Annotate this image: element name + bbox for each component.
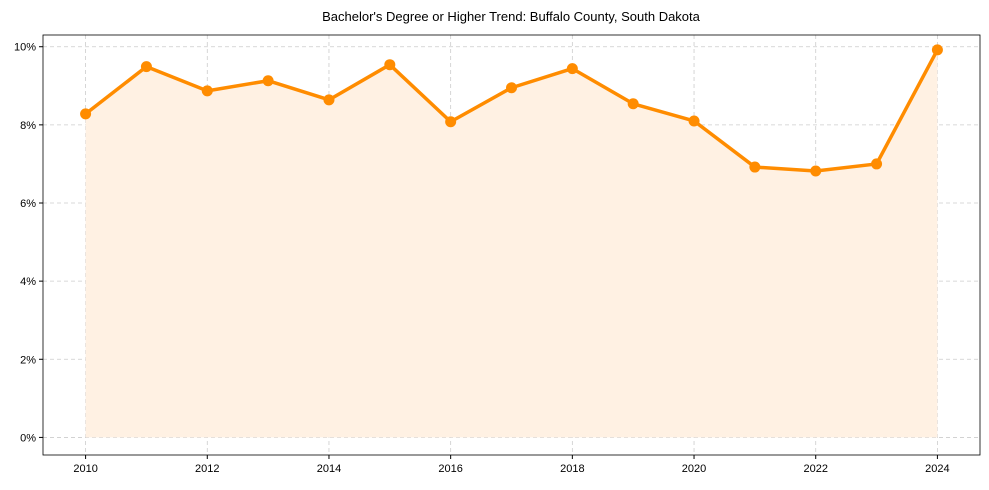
- data-point: [810, 165, 822, 177]
- data-point: [323, 94, 335, 106]
- x-tick-label: 2018: [560, 463, 584, 475]
- data-point: [140, 61, 152, 73]
- y-tick-label: 10%: [14, 42, 36, 54]
- data-point: [384, 59, 396, 71]
- data-point: [931, 44, 943, 56]
- data-point: [566, 63, 578, 75]
- y-tick-label: 4%: [20, 276, 36, 288]
- x-tick-label: 2024: [925, 463, 949, 475]
- plot-frame: [42, 34, 981, 456]
- x-tick-label: 2014: [317, 463, 341, 475]
- data-point: [262, 75, 274, 87]
- x-tick-label: 2012: [195, 463, 219, 475]
- x-tick-label: 2010: [73, 463, 97, 475]
- y-tick-label: 6%: [20, 198, 36, 210]
- data-point: [201, 85, 213, 97]
- data-point: [688, 115, 700, 127]
- y-tick-label: 8%: [20, 120, 36, 132]
- data-point: [506, 82, 517, 94]
- y-tick-label: 2%: [20, 354, 36, 366]
- x-tick-label: 2016: [438, 463, 462, 475]
- area-fill: [85, 49, 938, 438]
- chart-title: Bachelor's Degree or Higher Trend: Buffa…: [322, 9, 701, 24]
- data-point: [749, 161, 761, 173]
- data-point: [871, 158, 883, 170]
- x-tick-label: 2020: [682, 463, 706, 475]
- marks: [80, 44, 943, 438]
- data-point: [627, 98, 639, 110]
- data-point: [445, 116, 457, 128]
- ticks: 2010 2012 2014 2016 2018 2020 2022 2024 0% 2% 4% 6%…: [14, 42, 950, 475]
- x-tick-label: 2022: [803, 463, 827, 475]
- y-tick-label: 0%: [20, 432, 36, 444]
- data-point: [80, 108, 92, 120]
